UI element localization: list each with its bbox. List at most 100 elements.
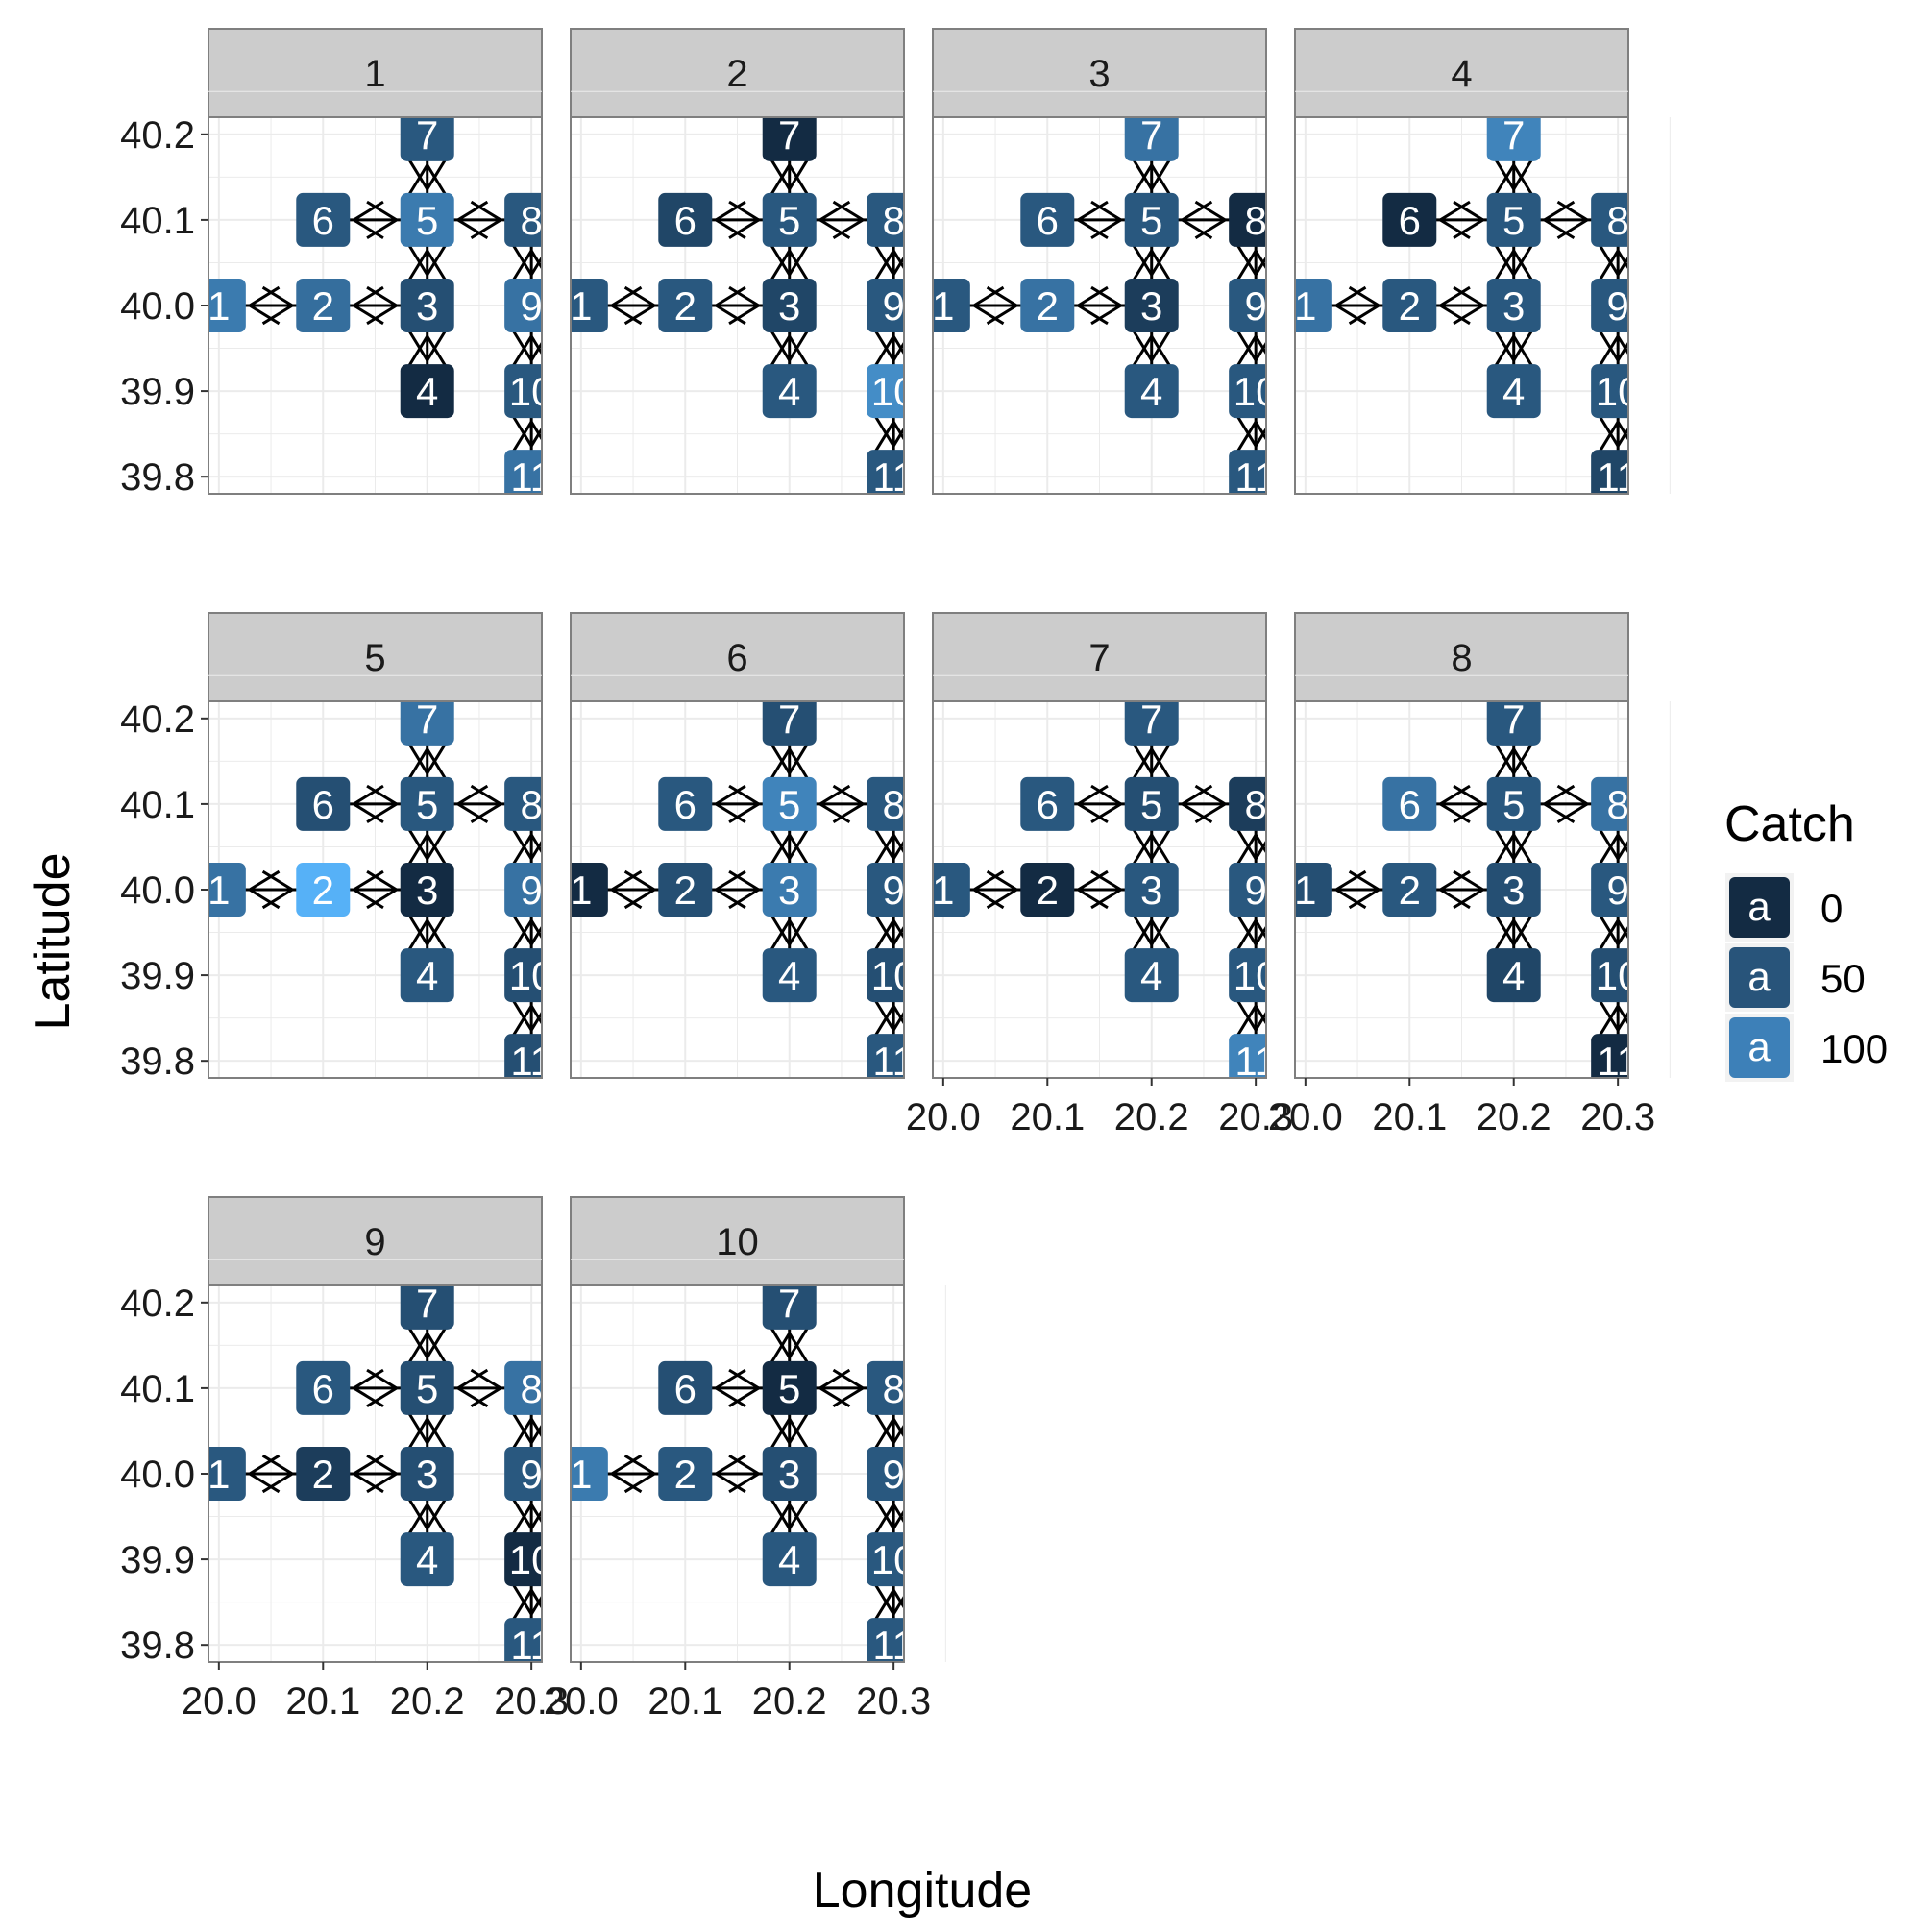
node-box-11 [1591, 1034, 1628, 1078]
node-box-9 [1229, 863, 1266, 917]
edge-tick [407, 1412, 428, 1444]
node-box-4 [400, 364, 454, 419]
edge-tick [426, 1412, 447, 1444]
edge-tick [611, 304, 643, 326]
edge-tick [1077, 888, 1109, 910]
node-box-9 [867, 863, 904, 917]
edge-tick [1077, 218, 1109, 240]
edge-tick [512, 1504, 533, 1535]
edge-tick [512, 415, 533, 447]
edge-tick [366, 802, 398, 824]
edge-tick [261, 869, 294, 892]
edge-tick [1132, 914, 1153, 945]
node-label: 7 [416, 697, 438, 742]
edge-tick [470, 784, 501, 806]
edge-tick [874, 1005, 895, 1037]
node-label: 4 [778, 369, 800, 414]
edge-tick [715, 869, 746, 892]
node-box-2 [658, 863, 713, 917]
node-box-6 [296, 776, 351, 831]
edge-tick [1132, 164, 1153, 196]
edge-tick [1254, 1010, 1266, 1031]
edge-tick [529, 1594, 542, 1615]
y-tick-label: 39.9 [120, 955, 195, 997]
edge-tick [1150, 919, 1171, 951]
edge-tick [770, 1504, 791, 1535]
edge-tick [353, 1368, 384, 1390]
edge-tick [770, 250, 791, 281]
edge-tick [1236, 250, 1258, 281]
edge-tick [1439, 888, 1471, 910]
edge-tick [1090, 285, 1122, 307]
node-box-8 [867, 1360, 904, 1415]
node-box-1 [1295, 279, 1332, 332]
node-label: 2 [1037, 283, 1059, 329]
edge-tick [874, 919, 895, 951]
edge-tick [986, 285, 1018, 307]
edge-tick [1512, 164, 1533, 196]
edge-tick [1077, 285, 1109, 307]
y-tick-label: 40.1 [120, 784, 195, 826]
node-box-9 [504, 1447, 542, 1501]
edge-tick [353, 1472, 384, 1494]
edge-tick [1543, 218, 1576, 240]
node-label: 9 [520, 1452, 542, 1497]
edge-tick [1150, 164, 1171, 196]
edge-tick [529, 834, 542, 855]
node-box-7 [762, 117, 817, 161]
edge-tick [366, 888, 398, 910]
edge-tick [715, 304, 746, 326]
edge-tick [874, 1504, 895, 1535]
node-label: 7 [1502, 697, 1525, 742]
edge-tick [426, 1333, 447, 1364]
node-box-4 [1124, 948, 1179, 1003]
node-label: 10 [1596, 369, 1641, 414]
edge-tick [770, 164, 791, 196]
node-box-1 [208, 863, 246, 917]
edge-tick [1236, 999, 1258, 1031]
edge-tick [1335, 888, 1367, 910]
edge-tick [1599, 244, 1620, 276]
edge-tick [728, 1454, 760, 1476]
edge-tick [973, 285, 1005, 307]
edge-tick [1348, 869, 1380, 892]
node-label: 2 [1037, 868, 1059, 913]
node-label: 10 [509, 1537, 554, 1582]
node-label: 7 [1140, 112, 1162, 158]
edge-tick [1512, 335, 1533, 367]
node-box-2 [296, 279, 351, 332]
edge-tick [529, 1589, 542, 1610]
edge-tick [892, 839, 904, 860]
edge-tick [1512, 159, 1533, 190]
node-box-11 [867, 1618, 904, 1662]
edge-tick [1150, 743, 1171, 774]
x-tick-label: 20.3 [1218, 1096, 1293, 1138]
x-tick-label: 20.3 [494, 1680, 569, 1723]
edge-tick [1453, 304, 1484, 326]
edge-tick [770, 748, 791, 780]
edge-tick [1453, 784, 1484, 806]
edge-tick [407, 748, 428, 780]
edge-tick [426, 1504, 447, 1535]
edge-tick [818, 1386, 851, 1408]
node-box-5 [400, 1360, 454, 1415]
node-box-5 [1486, 776, 1541, 831]
node-box-9 [1229, 279, 1266, 332]
edge-tick [770, 244, 791, 276]
node-label: 6 [1399, 782, 1421, 827]
edge-tick [874, 415, 895, 447]
edge-tick [1439, 285, 1471, 307]
edge-tick [1090, 304, 1122, 326]
edge-tick [892, 255, 904, 276]
panel-content: 1 2 3 4 5 6 7 8 9 10 11 [571, 117, 904, 494]
panel-content: 1 2 3 4 5 6 7 8 9 10 11 [1295, 117, 1641, 494]
edge-tick [407, 743, 428, 774]
edge-tick [353, 218, 384, 240]
edge-tick [512, 919, 533, 951]
panel-content: 1 2 3 4 5 6 7 8 9 10 11 [1295, 697, 1628, 1078]
node-box-5 [400, 776, 454, 831]
edge-tick [715, 218, 746, 240]
y-tick-label: 40.2 [120, 1283, 195, 1325]
